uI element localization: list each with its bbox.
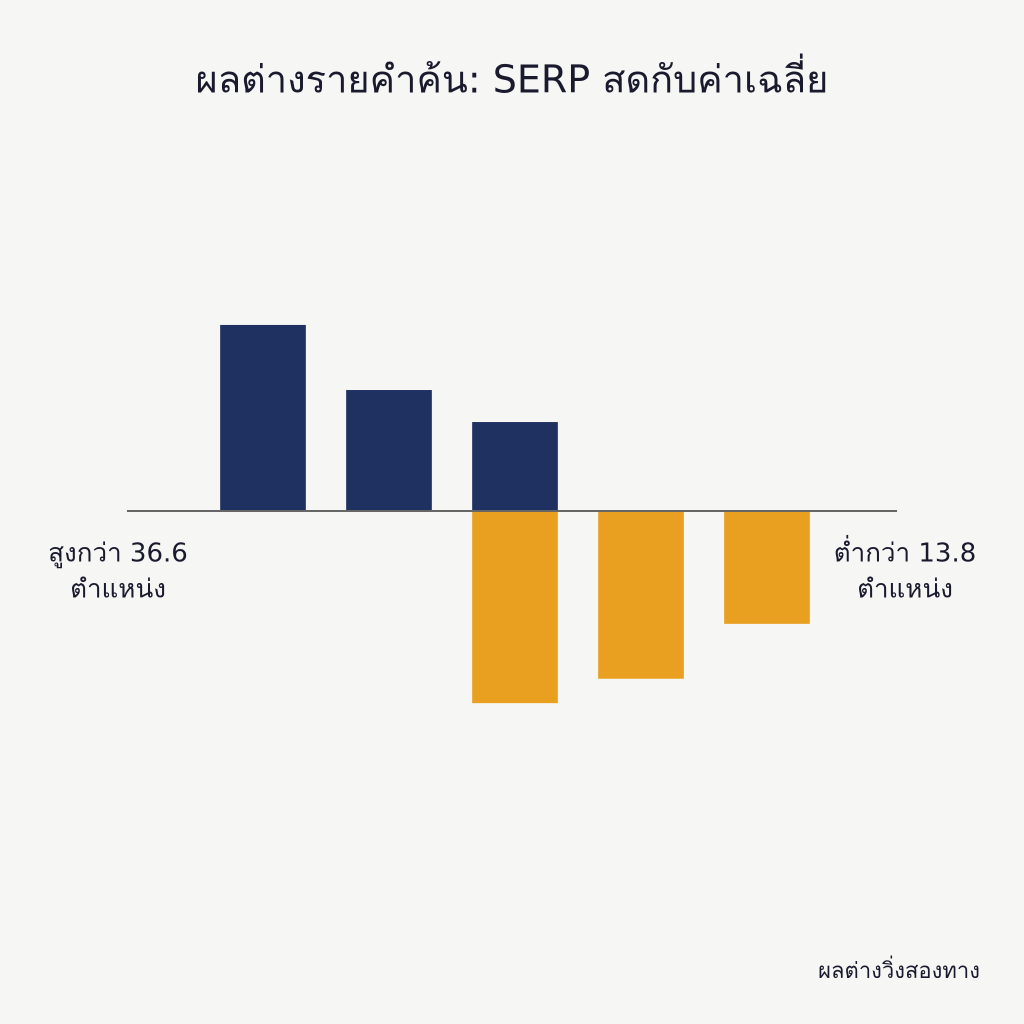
annotation: สูงกว่า 36.6 bbox=[48, 539, 188, 569]
bar bbox=[472, 511, 558, 704]
annotation: ต่ำกว่า 13.8 bbox=[834, 535, 977, 569]
bar bbox=[724, 511, 810, 624]
annotation: ตำแหน่ง bbox=[857, 575, 953, 605]
note: ผลต่างวิ่งสองทาง bbox=[818, 955, 980, 984]
bar bbox=[472, 422, 558, 511]
bar bbox=[346, 390, 432, 511]
bar bbox=[220, 324, 306, 511]
chart-title: ผลต่างรายคำค้น: SERP สดกับค่าเฉลี่ย bbox=[196, 54, 829, 102]
annotation: ตำแหน่ง bbox=[70, 575, 166, 605]
bar bbox=[598, 511, 684, 679]
